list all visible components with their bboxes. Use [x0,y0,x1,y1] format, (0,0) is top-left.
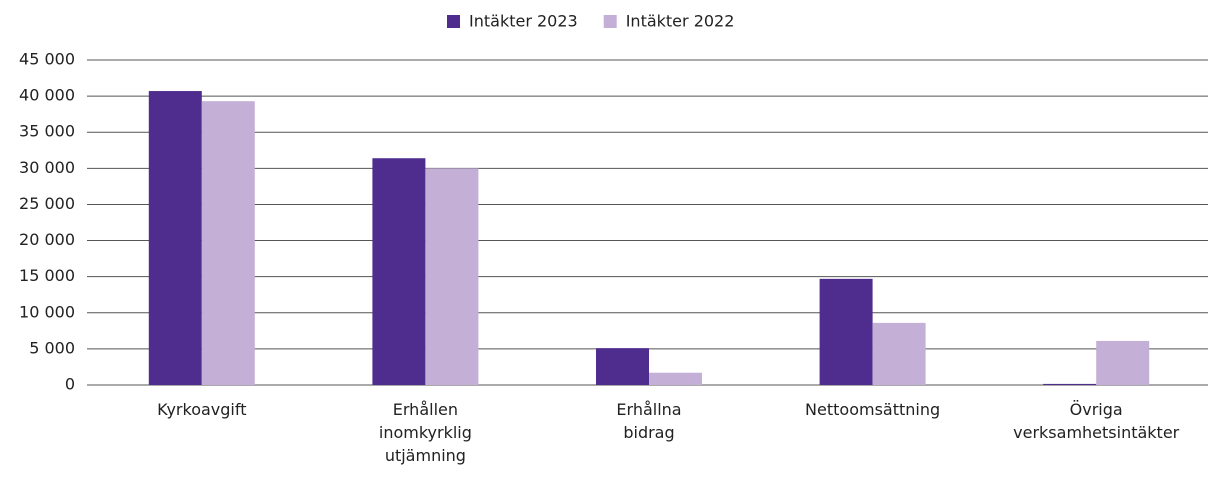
bar [649,372,702,385]
y-tick-label: 15 000 [19,266,75,285]
bar [201,101,255,386]
y-tick-label: 40 000 [19,86,75,105]
legend-swatch [603,15,617,28]
bar [819,278,873,385]
x-tick-label: Erhållna bidrag [616,400,682,442]
y-tick-label: 35 000 [19,122,75,141]
x-tick-label: Erhållen inomkyrklig utjämning [378,400,472,465]
y-tick-label: 30 000 [19,158,75,177]
x-tick-label: Övriga verksamhetsintäkter [1013,400,1180,442]
bar [872,322,926,385]
x-tick-label: Nettoomsättning [805,400,941,419]
y-tick-label: 0 [65,375,75,394]
bar [148,91,202,386]
y-tick-label: 5 000 [29,338,75,357]
bar [1043,383,1097,385]
bar [372,158,426,385]
legend-swatch [447,15,460,28]
x-tick-label: Kyrkoavgift [157,400,247,419]
bar [596,348,649,385]
bar [1096,340,1150,385]
legend-label: Intäkter 2023 [469,12,578,31]
y-tick-label: 45 000 [19,50,75,69]
y-tick-label: 10 000 [19,302,75,321]
legend-label: Intäkter 2022 [626,12,735,31]
bar [425,168,479,385]
y-tick-label: 25 000 [19,194,75,213]
y-tick-label: 20 000 [19,230,75,249]
